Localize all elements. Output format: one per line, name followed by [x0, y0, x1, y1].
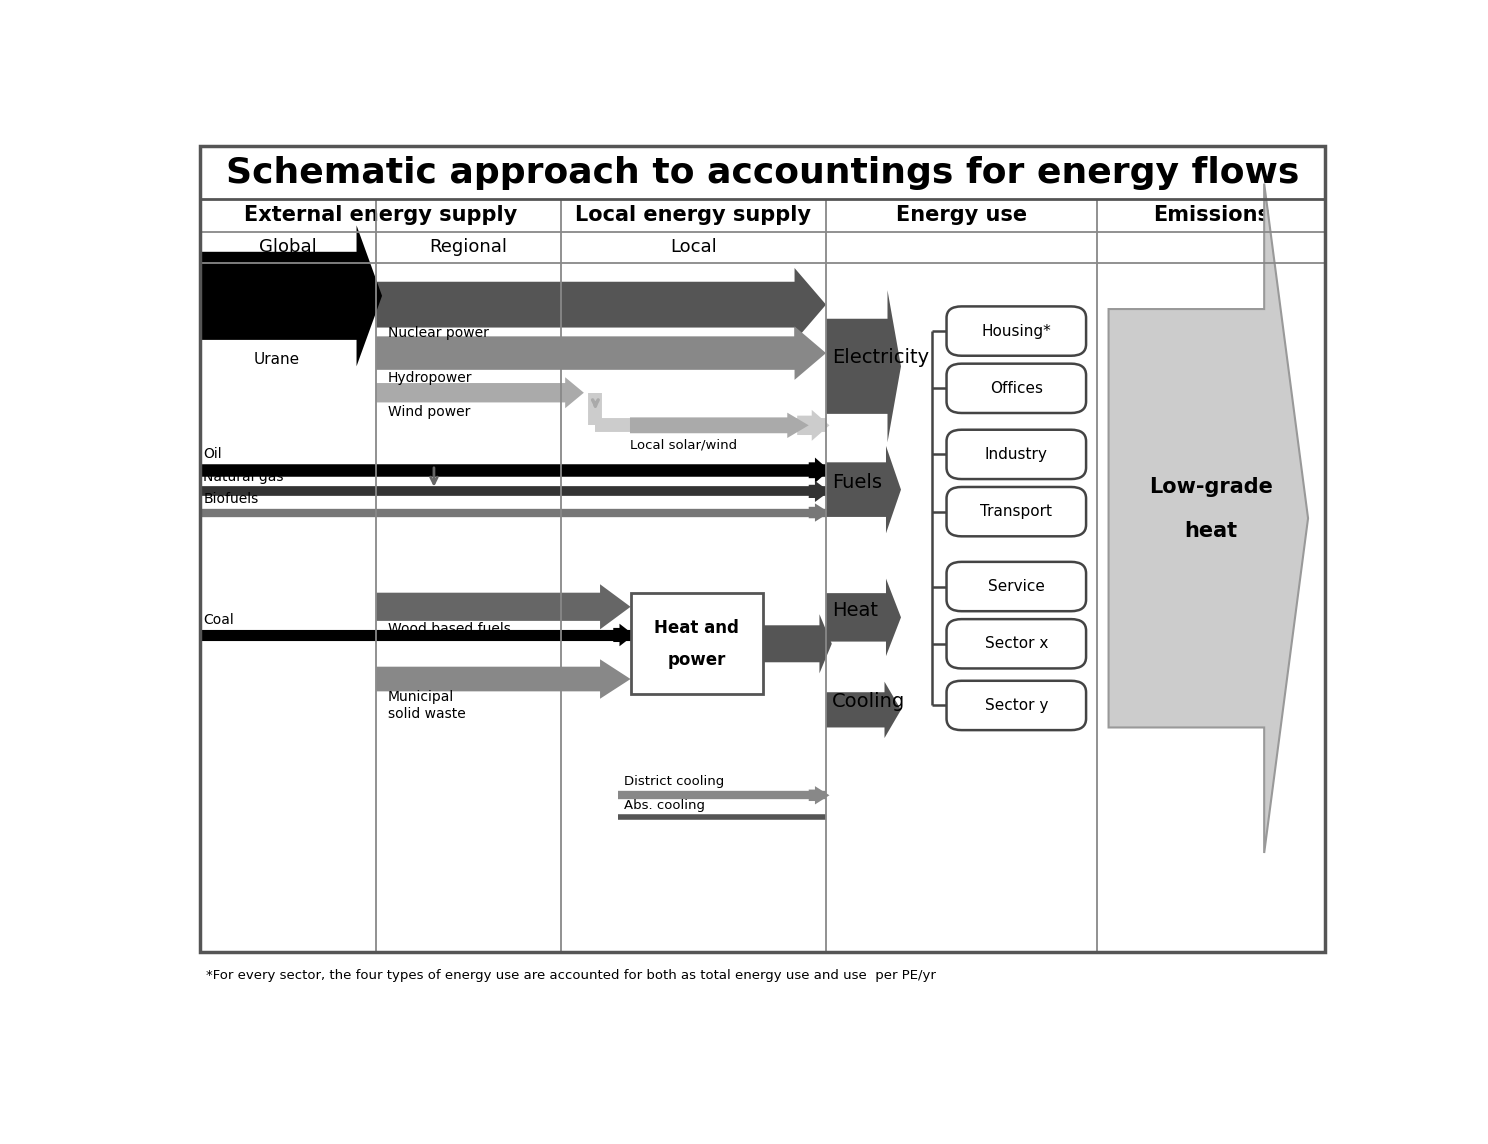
Polygon shape: [809, 480, 829, 502]
Text: Energy use: Energy use: [896, 205, 1027, 225]
Text: Wind power: Wind power: [388, 405, 470, 419]
FancyBboxPatch shape: [946, 430, 1086, 479]
Text: Offices: Offices: [990, 381, 1043, 396]
Text: Housing*: Housing*: [982, 324, 1051, 339]
Text: Municipal
solid waste: Municipal solid waste: [388, 690, 466, 721]
Bar: [631, 593, 763, 694]
Text: Heat and: Heat and: [655, 619, 740, 637]
Polygon shape: [376, 585, 631, 629]
Polygon shape: [376, 268, 826, 341]
Polygon shape: [1109, 183, 1308, 853]
Text: Cooling: Cooling: [832, 691, 905, 710]
FancyBboxPatch shape: [946, 487, 1086, 537]
Text: Emissions: Emissions: [1153, 205, 1269, 225]
Text: Nuclear power: Nuclear power: [388, 326, 488, 340]
Polygon shape: [629, 413, 809, 438]
Text: Urane: Urane: [253, 351, 299, 367]
Polygon shape: [826, 682, 902, 738]
Polygon shape: [826, 446, 902, 533]
Polygon shape: [826, 579, 902, 657]
Text: Low-grade: Low-grade: [1149, 477, 1274, 498]
Text: Local solar/wind: Local solar/wind: [629, 438, 737, 451]
Text: District cooling: District cooling: [625, 776, 725, 788]
Polygon shape: [613, 623, 634, 646]
FancyBboxPatch shape: [946, 307, 1086, 356]
Text: Schematic approach to accountings for energy flows: Schematic approach to accountings for en…: [226, 156, 1299, 190]
Text: power: power: [668, 651, 726, 668]
Text: Sector y: Sector y: [985, 698, 1048, 713]
Text: Sector x: Sector x: [985, 636, 1048, 651]
Text: Heat: Heat: [832, 601, 878, 620]
FancyBboxPatch shape: [946, 619, 1086, 668]
Text: Local energy supply: Local energy supply: [576, 205, 811, 225]
Text: Biofuels: Biofuels: [204, 492, 259, 507]
Text: Local: Local: [670, 238, 717, 256]
Polygon shape: [376, 659, 631, 699]
Polygon shape: [809, 458, 829, 483]
Text: Wood based fuels: Wood based fuels: [388, 622, 510, 636]
Polygon shape: [809, 786, 829, 804]
Text: Transport: Transport: [981, 505, 1052, 519]
Text: Service: Service: [988, 579, 1045, 594]
Text: *For every sector, the four types of energy use are accounted for both as total : *For every sector, the four types of ene…: [205, 969, 936, 983]
FancyBboxPatch shape: [946, 364, 1086, 413]
Text: Regional: Regional: [430, 238, 507, 256]
Text: Coal: Coal: [204, 613, 234, 627]
Text: heat: heat: [1184, 522, 1238, 541]
Polygon shape: [376, 326, 826, 380]
Text: External energy supply: External energy supply: [244, 205, 516, 225]
Polygon shape: [809, 503, 829, 522]
FancyBboxPatch shape: [946, 562, 1086, 611]
Text: Fuels: Fuels: [832, 474, 882, 492]
Polygon shape: [826, 291, 902, 443]
Polygon shape: [199, 225, 382, 366]
Text: Global: Global: [259, 238, 317, 256]
Text: Industry: Industry: [985, 447, 1048, 462]
Polygon shape: [798, 410, 829, 440]
Polygon shape: [763, 614, 832, 674]
Text: Natural gas: Natural gas: [204, 470, 284, 484]
Text: Abs. cooling: Abs. cooling: [625, 799, 705, 812]
Polygon shape: [376, 378, 583, 408]
Text: Oil: Oil: [204, 447, 222, 461]
Text: Hydropower: Hydropower: [388, 371, 472, 384]
Text: Electricity: Electricity: [832, 348, 929, 367]
FancyBboxPatch shape: [946, 681, 1086, 730]
